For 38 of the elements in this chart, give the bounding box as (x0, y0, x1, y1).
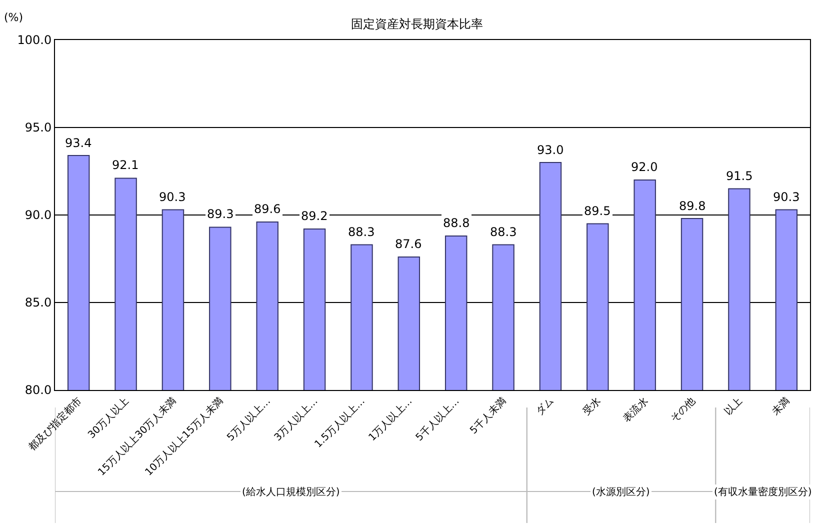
data-label: 89.6 (254, 202, 281, 216)
data-label: 92.1 (112, 158, 139, 172)
text: (給水人口規模別区分) (242, 486, 340, 498)
y-tick-label: 90.0 (24, 208, 52, 222)
y-tick-label: 80.0 (24, 383, 52, 398)
x-tick-label: 表流水 (620, 395, 650, 425)
data-label: 90.3 (773, 190, 800, 204)
x-tick-label: 5千人以上… (413, 395, 462, 444)
chart-title: 固定資産対長期資本比率 (351, 17, 483, 32)
data-label: 89.2 (301, 209, 328, 223)
x-tick-label: 30万人以上 (86, 395, 132, 441)
x-tick-label: 都及び指定都市 (26, 395, 84, 454)
data-label: 92.0 (631, 160, 658, 174)
x-tick-label: 受水 (580, 395, 604, 418)
x-tick-label: その他 (668, 395, 698, 425)
x-tick-label: 未満 (769, 395, 792, 418)
y-axis-title: (%) (4, 11, 24, 24)
text: (有収水量密度別区分) (714, 486, 812, 498)
data-label: 89.8 (679, 199, 706, 213)
x-tick-label: 1万人以上… (366, 395, 415, 444)
data-label: 89.5 (584, 204, 611, 218)
data-label: 90.3 (159, 190, 186, 204)
x-tick-label: 5万人以上… (224, 395, 273, 444)
data-label: 88.3 (348, 225, 375, 239)
data-label: 93.0 (537, 143, 564, 157)
data-label: 88.3 (490, 225, 517, 239)
data-label: 89.3 (207, 207, 234, 221)
y-tick-label: 85.0 (24, 296, 52, 310)
text: (水源別区分) (592, 486, 650, 498)
x-tick-label: 以上 (722, 395, 745, 418)
y-tick-label: 95.0 (24, 120, 52, 135)
y-tick-label: 100.0 (17, 33, 52, 48)
data-label: 88.8 (443, 216, 470, 230)
data-label: 87.6 (395, 237, 422, 251)
data-label: 91.5 (726, 169, 753, 183)
x-tick-label: 5千人未満 (468, 395, 509, 436)
x-tick-label: ダム (534, 395, 556, 418)
data-label: 93.4 (65, 136, 92, 150)
